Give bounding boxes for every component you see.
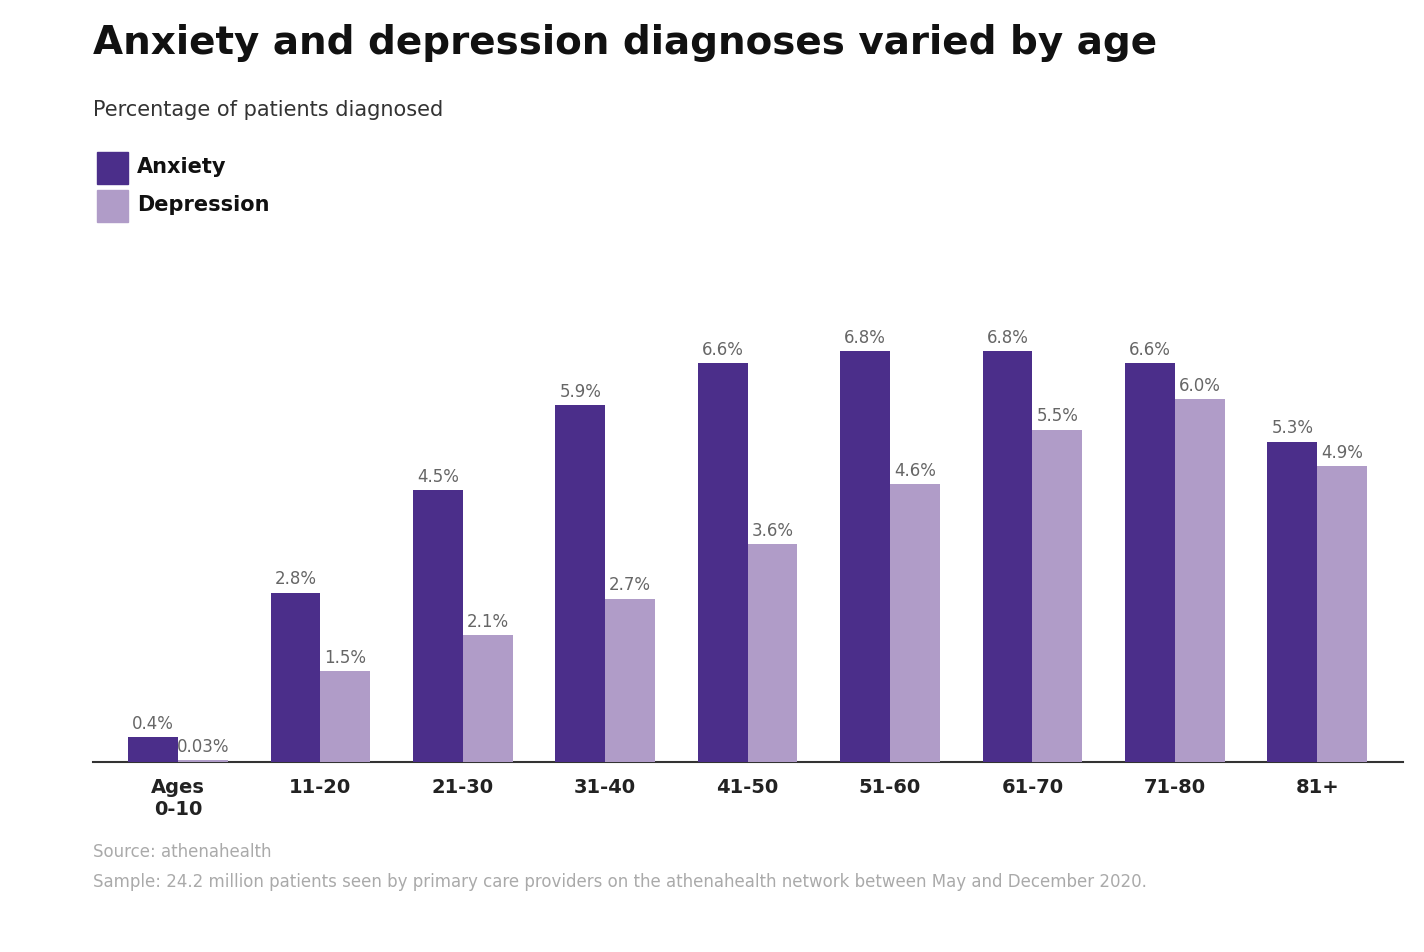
Bar	[1317, 466, 1367, 762]
Text: 0.4%: 0.4%	[132, 715, 174, 733]
Text: 4.9%: 4.9%	[1321, 444, 1363, 462]
Text: Source: athenahealth: Source: athenahealth	[93, 843, 271, 861]
Bar	[320, 671, 370, 762]
Text: 2.1%: 2.1%	[467, 612, 508, 630]
Text: 3.6%: 3.6%	[752, 522, 793, 540]
Text: 5.5%: 5.5%	[1037, 407, 1078, 426]
Text: 2.8%: 2.8%	[275, 570, 316, 588]
Bar	[605, 599, 655, 762]
Bar	[890, 484, 940, 762]
Text: Sample: 24.2 million patients seen by primary care providers on the athenahealth: Sample: 24.2 million patients seen by pr…	[93, 873, 1146, 891]
Bar	[463, 635, 513, 762]
Bar	[271, 592, 320, 762]
Bar	[555, 406, 605, 762]
Bar	[1032, 429, 1082, 762]
Text: 6.6%: 6.6%	[702, 341, 743, 359]
Bar	[1175, 400, 1225, 762]
Bar	[840, 351, 890, 762]
Text: 1.5%: 1.5%	[325, 649, 366, 666]
Text: Percentage of patients diagnosed: Percentage of patients diagnosed	[93, 100, 443, 120]
Bar	[178, 760, 228, 762]
Text: 4.5%: 4.5%	[417, 467, 459, 486]
Text: 0.03%: 0.03%	[177, 738, 229, 756]
Text: 6.6%: 6.6%	[1129, 341, 1171, 359]
Text: Depression: Depression	[137, 194, 269, 215]
Text: Anxiety and depression diagnoses varied by age: Anxiety and depression diagnoses varied …	[93, 24, 1156, 62]
Text: 5.3%: 5.3%	[1272, 420, 1313, 437]
Text: Anxiety: Anxiety	[137, 156, 226, 177]
Text: 6.0%: 6.0%	[1179, 377, 1220, 395]
Bar	[413, 490, 463, 762]
Text: 5.9%: 5.9%	[560, 384, 601, 401]
Bar	[1267, 442, 1317, 762]
Bar	[983, 351, 1032, 762]
Text: 4.6%: 4.6%	[894, 462, 936, 480]
Text: 6.8%: 6.8%	[987, 328, 1028, 347]
Text: 2.7%: 2.7%	[609, 576, 651, 594]
Bar	[128, 738, 178, 762]
Bar	[1125, 363, 1175, 762]
Bar	[748, 545, 797, 762]
Text: 6.8%: 6.8%	[844, 328, 886, 347]
Bar	[698, 363, 748, 762]
